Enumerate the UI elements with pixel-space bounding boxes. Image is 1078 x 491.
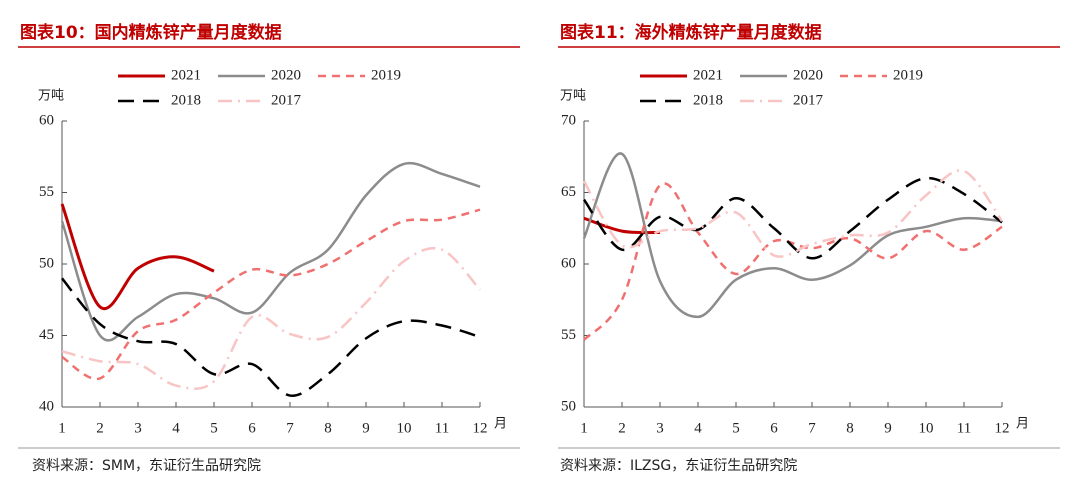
source: 资料来源：ILZSG，东证衍生品研究院 — [560, 458, 797, 474]
x-tick-label: 12 — [995, 420, 1010, 436]
chart-title: 图表10：国内精炼锌产量月度数据 — [20, 22, 282, 43]
x-tick-label: 3 — [656, 420, 664, 436]
x-tick-label: 4 — [172, 420, 180, 436]
x-tick-label: 1 — [580, 420, 588, 436]
legend-label: 2020 — [793, 67, 823, 83]
series-line — [60, 203, 215, 311]
legend-label: 2019 — [893, 67, 923, 83]
series-line — [583, 182, 1003, 341]
x-tick-label: 4 — [694, 420, 702, 436]
x-tick-label: 9 — [362, 420, 370, 436]
x-tick-label: 3 — [134, 420, 142, 436]
y-tick-label: 45 — [39, 327, 54, 343]
x-tick-label: 1 — [58, 420, 66, 436]
legend-label: 2017 — [793, 92, 824, 108]
legend-label: 2019 — [371, 67, 401, 83]
y-tick-label: 55 — [561, 327, 576, 343]
series-line — [61, 246, 481, 391]
x-tick-label: 6 — [770, 420, 778, 436]
series-line — [61, 277, 481, 397]
legend-label: 2021 — [693, 67, 723, 83]
y-tick-label: 65 — [561, 184, 576, 200]
series-line — [60, 161, 481, 342]
legend-label: 2020 — [271, 67, 301, 83]
series-line — [582, 152, 1003, 319]
x-unit: 月 — [1016, 417, 1029, 432]
x-tick-label: 8 — [324, 420, 332, 436]
x-unit: 月 — [494, 417, 507, 432]
x-tick-label: 12 — [473, 420, 488, 436]
x-tick-label: 10 — [397, 420, 412, 436]
series-line — [61, 208, 481, 381]
source: 资料来源：SMM，东证衍生品研究院 — [32, 458, 261, 474]
series-line — [583, 216, 661, 235]
x-tick-label: 8 — [846, 420, 854, 436]
x-tick-label: 5 — [732, 420, 740, 436]
y-unit: 万吨 — [560, 89, 586, 104]
x-tick-label: 11 — [435, 420, 449, 436]
x-tick-label: 2 — [96, 420, 104, 436]
legend-label: 2017 — [271, 92, 302, 108]
legend-label: 2018 — [693, 92, 723, 108]
x-tick-label: 11 — [957, 420, 971, 436]
y-unit: 万吨 — [38, 89, 64, 104]
legend-label: 2018 — [171, 92, 201, 108]
y-tick-label: 60 — [39, 112, 54, 128]
x-tick-label: 7 — [286, 420, 294, 436]
y-tick-label: 55 — [39, 184, 54, 200]
y-tick-label: 60 — [561, 255, 576, 271]
legend-label: 2021 — [171, 67, 201, 83]
x-tick-label: 6 — [248, 420, 256, 436]
y-tick-label: 50 — [39, 255, 54, 271]
y-tick-label: 50 — [561, 398, 576, 414]
series-line — [582, 176, 1003, 260]
x-tick-label: 5 — [210, 420, 218, 436]
chart-title: 图表11：海外精炼锌产量月度数据 — [560, 22, 822, 43]
y-tick-label: 70 — [561, 112, 576, 128]
x-tick-label: 7 — [808, 420, 816, 436]
y-tick-label: 40 — [39, 398, 54, 414]
x-tick-label: 10 — [919, 420, 934, 436]
x-tick-label: 2 — [618, 420, 626, 436]
x-tick-label: 9 — [884, 420, 892, 436]
